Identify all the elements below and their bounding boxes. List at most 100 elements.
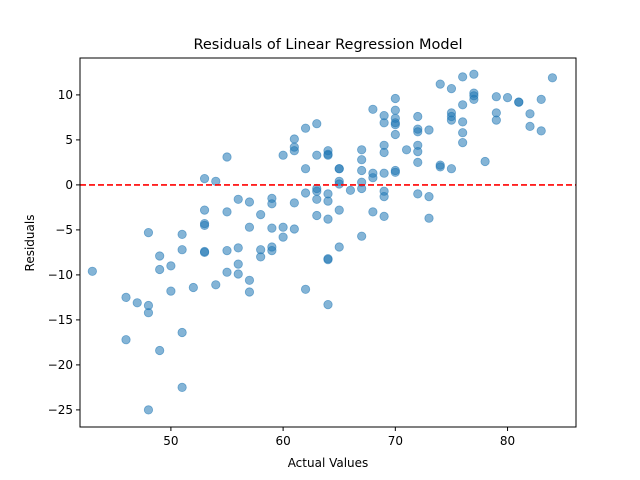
data-point [345,185,356,195]
y-tick-label: 5 [65,133,73,147]
data-point [166,261,176,271]
data-point [222,267,232,277]
data-point [458,138,468,148]
data-point [390,167,400,177]
data-point [379,118,389,128]
data-point [278,222,288,232]
x-tick-label: 70 [388,434,403,448]
data-point [143,405,154,415]
points-layer [87,69,558,415]
data-point [413,127,423,137]
data-point [143,308,154,318]
data-point [233,269,243,279]
data-point [323,255,333,265]
x-axis-label: Actual Values [288,456,369,470]
data-point [244,197,255,207]
data-point [424,192,434,202]
data-point [491,92,501,102]
data-point [199,174,210,184]
data-point [401,145,412,155]
data-point [177,245,187,255]
data-point [289,134,299,144]
data-point [312,210,322,221]
data-point [267,223,277,233]
data-point [256,252,266,262]
data-point [244,287,255,297]
data-point [413,157,423,167]
data-point [514,97,524,107]
data-point [155,251,165,261]
data-point [469,94,479,105]
data-point [300,284,311,294]
plot-frame [79,57,577,428]
data-point [368,207,378,217]
data-point [300,123,311,133]
x-tick-label: 60 [275,434,290,448]
data-point [536,126,546,136]
data-point [323,150,333,160]
data-point [536,94,546,105]
data-point [424,213,434,223]
data-point [244,222,255,232]
data-point [368,104,378,114]
data-point [334,164,344,174]
data-point [278,150,288,160]
data-point [446,164,457,174]
data-point [525,109,535,119]
data-point [334,205,344,215]
data-point [458,117,468,127]
data-point [300,164,311,174]
data-point [312,186,322,196]
data-point [458,72,468,82]
data-point [334,242,344,252]
data-point [222,207,232,217]
data-point [267,246,277,256]
data-point [379,211,389,221]
data-point [491,115,501,125]
data-point [435,79,445,89]
data-point [390,93,400,104]
data-point [312,119,322,129]
x-axis-ticks: 50 60 70 80 [163,427,515,448]
data-point [289,146,299,156]
data-point [379,168,389,178]
data-point [199,220,210,230]
data-point [222,246,232,256]
data-point [166,286,176,296]
data-point [413,111,423,122]
data-point [177,327,187,338]
y-axis-label: Residuals [23,215,37,272]
data-point [87,266,97,276]
data-point [121,335,131,345]
data-point [278,232,288,242]
data-point [357,231,367,241]
x-tick-label: 50 [163,434,178,448]
data-point [256,210,266,220]
y-tick-label: −25 [48,403,73,417]
y-tick-label: −10 [48,268,73,282]
data-point [323,299,333,310]
data-point [188,282,198,293]
y-tick-label: −5 [55,223,73,237]
data-point [458,128,468,138]
data-point [390,105,400,115]
data-point [334,179,344,189]
data-point [469,69,479,79]
data-point [121,292,131,302]
data-point [244,275,255,285]
data-point [177,382,187,392]
data-point [155,264,165,275]
data-point [446,115,457,125]
data-point [222,152,232,162]
data-point [312,194,322,204]
data-point [368,173,378,183]
y-axis-ticks: −25 −20 −15 −10 −5 0 5 10 [48,88,80,417]
data-point [323,214,333,224]
data-point [413,189,423,199]
data-point [435,162,445,172]
data-point [502,93,513,103]
data-point [289,224,299,234]
data-point [458,100,468,110]
data-point [379,192,389,202]
data-point [390,129,400,140]
